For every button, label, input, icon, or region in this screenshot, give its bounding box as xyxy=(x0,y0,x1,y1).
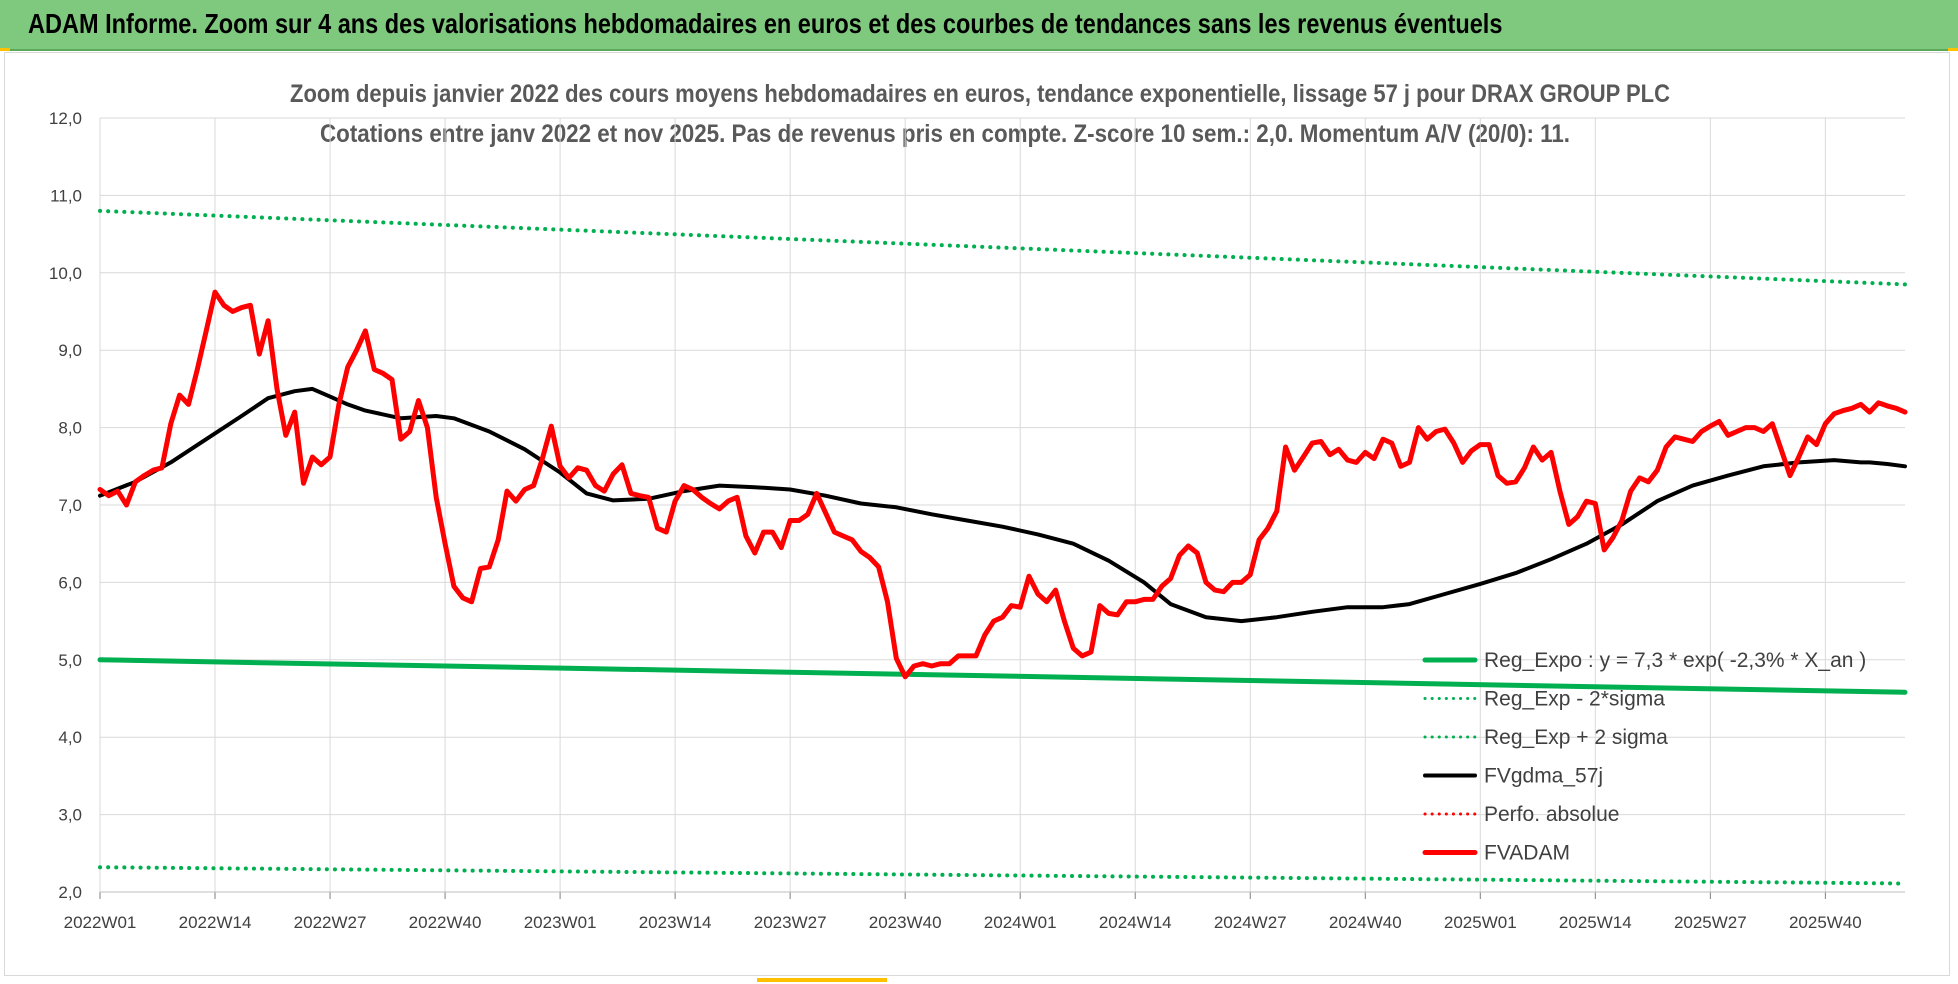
x-tick-label: 2024W01 xyxy=(984,913,1057,932)
x-tick-label: 2025W40 xyxy=(1789,913,1862,932)
report-title: ADAM Informe. Zoom sur 4 ans des valoris… xyxy=(28,8,1503,39)
y-tick-label: 8,0 xyxy=(58,419,82,438)
y-tick-label: 4,0 xyxy=(58,728,82,747)
corner-bar-bottom xyxy=(757,978,887,982)
legend-label: FVgdma_57j xyxy=(1484,765,1603,788)
fvadam-line xyxy=(97,289,1908,680)
y-tick-label: 10,0 xyxy=(49,264,82,283)
reg-exp-plus-2sigma-line xyxy=(98,208,1907,287)
y-tick-label: 12,0 xyxy=(49,109,82,128)
gridlines xyxy=(99,117,1905,893)
x-tick-label: 2023W14 xyxy=(639,913,712,932)
x-tick-label: 2025W01 xyxy=(1444,913,1517,932)
x-tick-label: 2022W14 xyxy=(179,913,252,932)
legend-label: Reg_Exp + 2 sigma xyxy=(1484,726,1668,749)
legend-label: Reg_Exp - 2*sigma xyxy=(1484,688,1665,711)
x-tick-label: 2023W01 xyxy=(524,913,597,932)
y-tick-label: 5,0 xyxy=(58,651,82,670)
y-tick-label: 6,0 xyxy=(58,573,82,592)
x-tick-label: 2023W27 xyxy=(754,913,827,932)
x-tick-label: 2022W40 xyxy=(409,913,482,932)
y-tick-label: 11,0 xyxy=(50,186,82,205)
x-tick-label: 2022W01 xyxy=(64,913,137,932)
report-banner: ADAM Informe. Zoom sur 4 ans des valoris… xyxy=(0,0,1958,51)
x-tick-label: 2024W27 xyxy=(1214,913,1287,932)
fvgdma-57j-line xyxy=(98,386,1907,624)
x-tick-label: 2023W40 xyxy=(869,913,942,932)
x-axis: 2022W01 2022W14 2022W27 2022W40 2023W01 2023W… xyxy=(64,891,1905,932)
chart-subtitle: Cotations entre janv 2022 et nov 2025. P… xyxy=(320,120,1570,148)
y-tick-label: 9,0 xyxy=(58,341,82,360)
x-tick-label: 2025W27 xyxy=(1674,913,1747,932)
y-tick-label: 3,0 xyxy=(58,806,82,825)
y-axis: 2,0 3,0 4,0 5,0 6,0 7,0 8,0 9,0 10,0 11,0 12,0 xyxy=(49,109,82,902)
legend: Reg_Expo : y = 7,3 * exp( -2,3% * X_an )… xyxy=(1422,649,1866,865)
y-tick-label: 2,0 xyxy=(58,883,82,902)
corner-bar-top-left xyxy=(0,48,10,51)
chart-title: Zoom depuis janvier 2022 des cours moyen… xyxy=(290,80,1670,108)
series-lines xyxy=(97,208,1908,886)
x-tick-label: 2024W40 xyxy=(1329,913,1402,932)
reg-exp-minus-2sigma-line xyxy=(98,865,1907,886)
x-tick-label: 2022W27 xyxy=(294,913,367,932)
x-tick-label: 2025W14 xyxy=(1559,913,1632,932)
legend-label: Perfo. absolue xyxy=(1484,803,1619,826)
reg-expo-line xyxy=(97,657,1908,695)
legend-label: FVADAM xyxy=(1484,842,1570,865)
legend-label: Reg_Expo : y = 7,3 * exp( -2,3% * X_an ) xyxy=(1484,649,1866,672)
y-tick-label: 7,0 xyxy=(58,496,82,515)
corner-bar-top-right xyxy=(1948,48,1958,51)
x-tick-label: 2024W14 xyxy=(1099,913,1172,932)
